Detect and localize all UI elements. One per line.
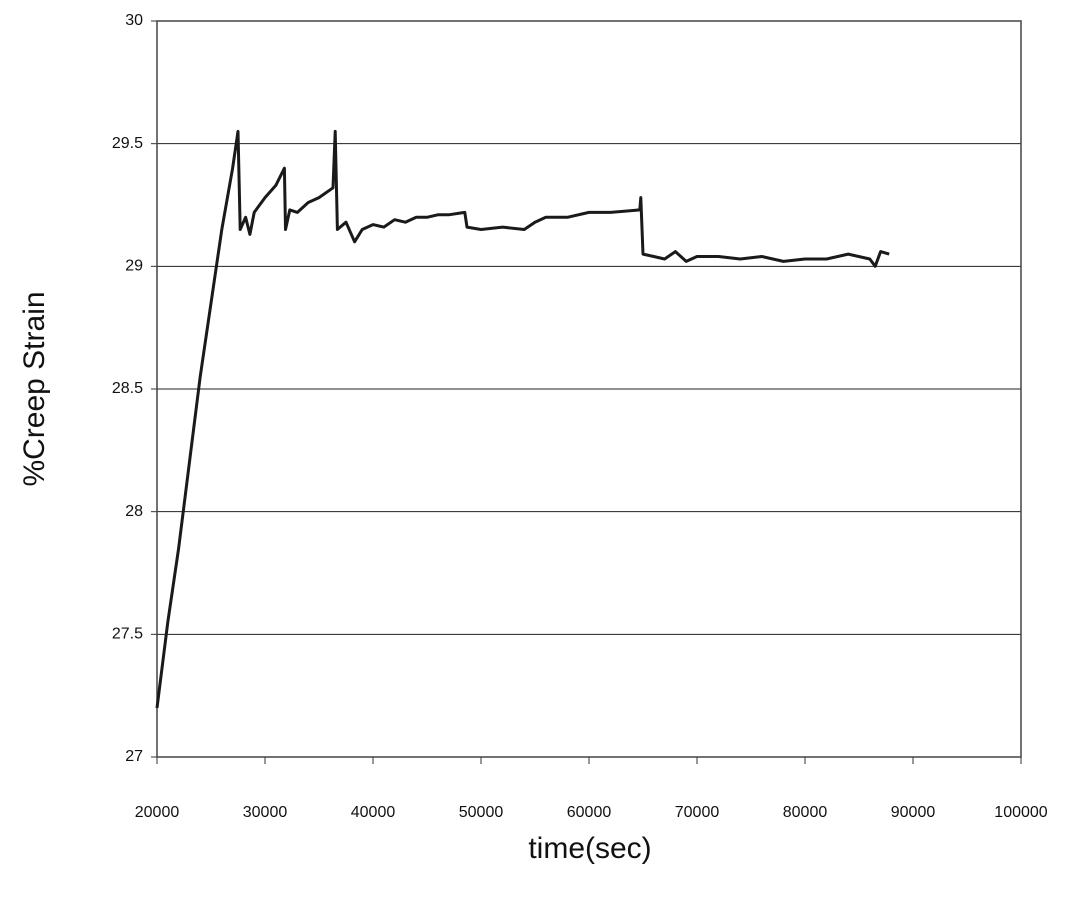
x-axis-label: time(sec): [528, 832, 651, 865]
y-axis-label: %Creep Strain: [18, 291, 51, 486]
y-tick-label: 27.5: [112, 626, 143, 643]
x-tick-label: 40000: [351, 804, 396, 821]
x-tick-label: 60000: [567, 804, 612, 821]
y-tick-label: 28.5: [112, 380, 143, 397]
x-tick-label: 90000: [891, 804, 936, 821]
y-tick-label: 27: [125, 748, 143, 765]
x-tick-label: 50000: [459, 804, 504, 821]
y-tick-label: 30: [125, 12, 143, 29]
y-tick-label: 29: [125, 258, 143, 275]
x-tick-label: 80000: [783, 804, 828, 821]
data-line: [155, 129, 890, 709]
y-tick-label: 29.5: [112, 135, 143, 152]
x-tick-label: 20000: [135, 804, 180, 821]
y-tick-label: 28: [125, 503, 143, 520]
x-tick-label: 100000: [994, 804, 1047, 821]
x-tick-label: 30000: [243, 804, 288, 821]
x-tick-label: 70000: [675, 804, 720, 821]
plot-frame: [156, 20, 1022, 758]
